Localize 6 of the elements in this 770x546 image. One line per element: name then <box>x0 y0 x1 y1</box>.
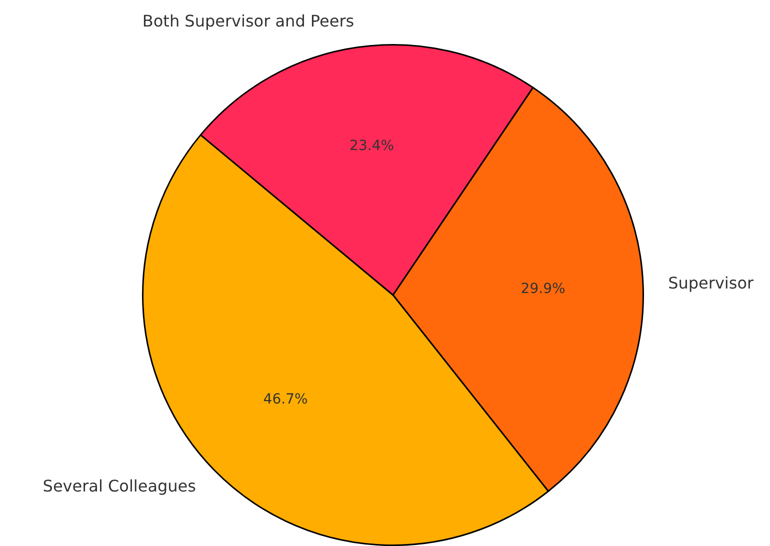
data-label: 46.7% <box>263 392 308 408</box>
data-label: 29.9% <box>520 280 566 297</box>
slice-label: Supervisor <box>668 274 754 293</box>
slice-label: Both Supervisor and Peers <box>142 12 354 31</box>
slice-label: Several Colleagues <box>42 476 196 496</box>
data-label: 23.4% <box>350 138 394 154</box>
